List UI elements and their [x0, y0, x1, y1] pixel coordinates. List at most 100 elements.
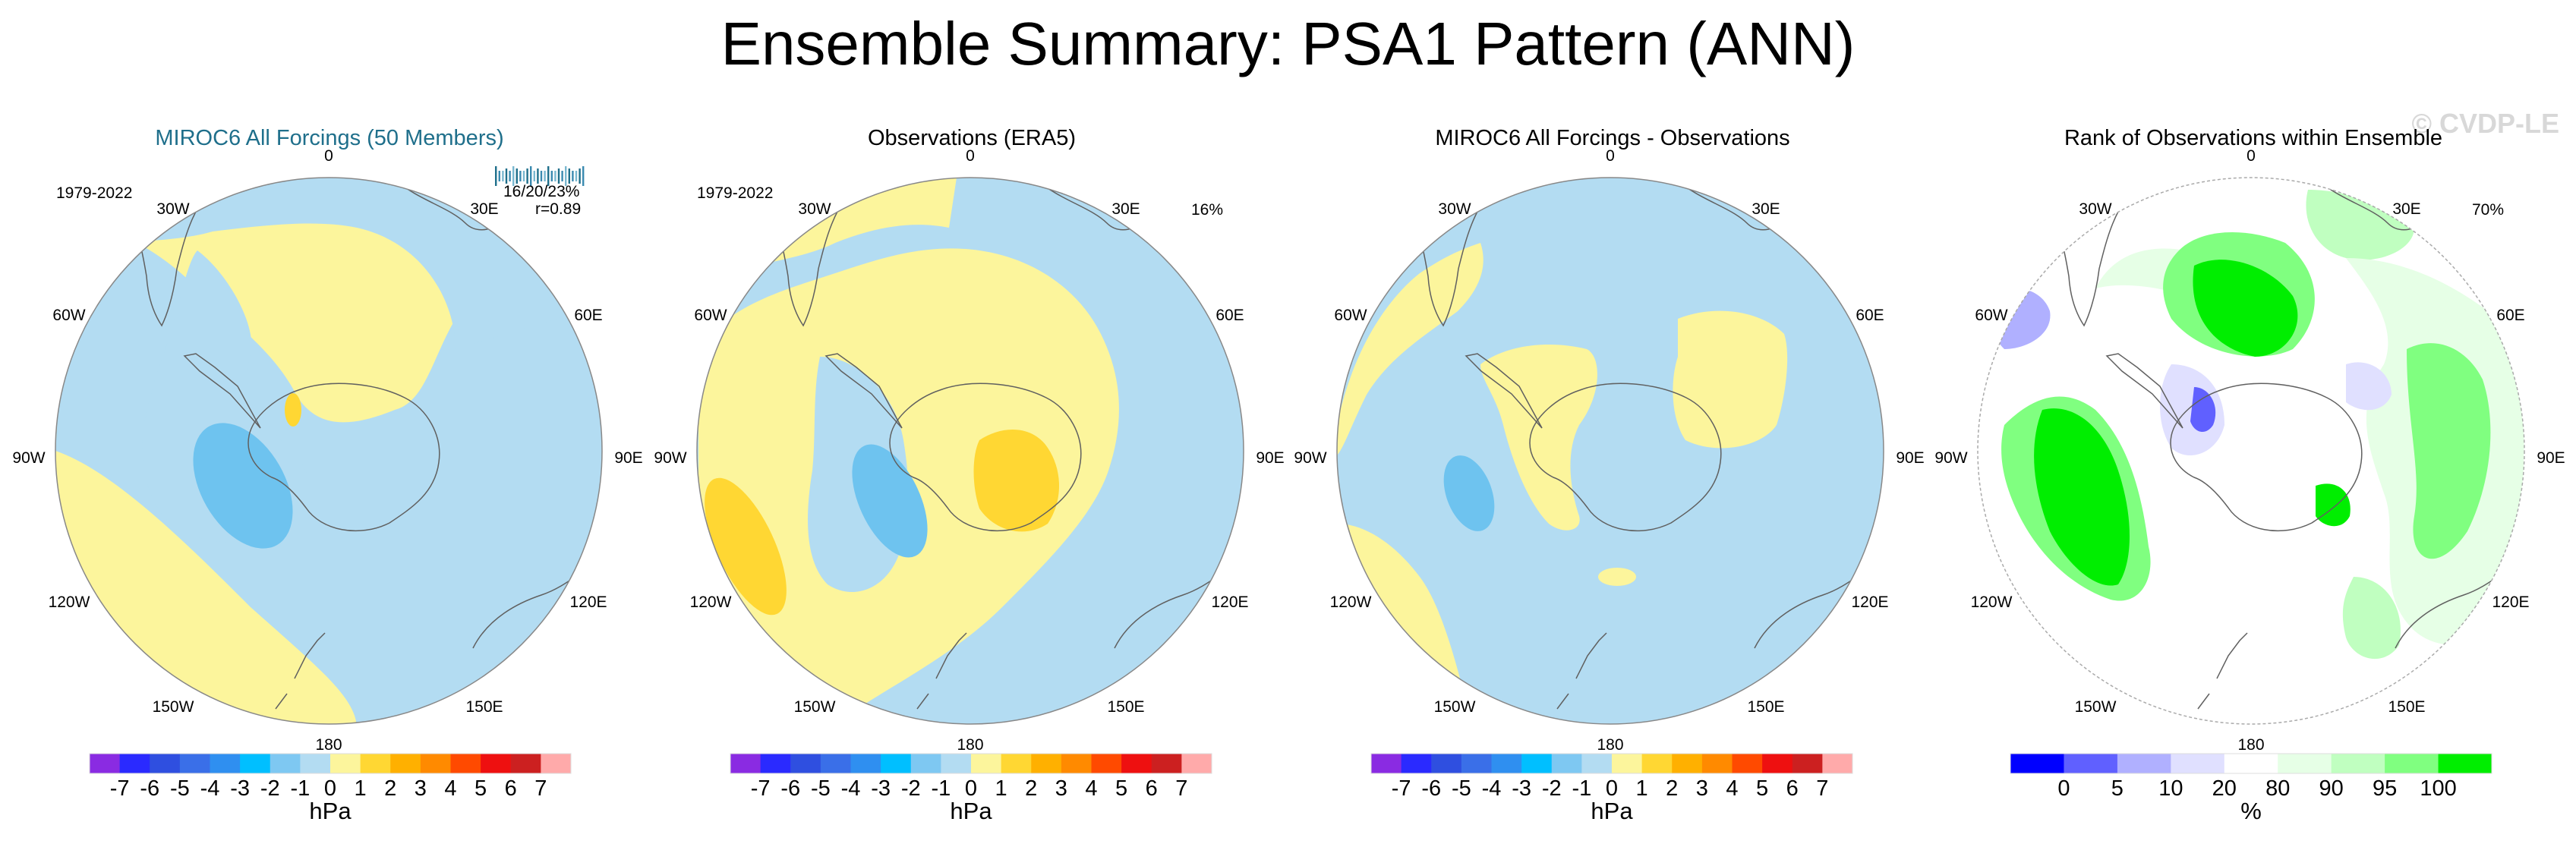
ensemble-spread-strip	[495, 166, 585, 186]
panel-2-period: 1979-2022	[697, 184, 774, 202]
panel-3-title: MIROC6 All Forcings - Observations	[1435, 126, 1790, 150]
panel-2-percent: 16%	[1191, 201, 1224, 219]
colorbar-swatch	[1581, 754, 1613, 773]
spread-tick	[582, 166, 585, 186]
panel-4-lon-label-se: 150E	[2388, 698, 2426, 716]
spread-tick	[547, 166, 550, 186]
panel-3-colorbar-label: -4	[1481, 776, 1502, 801]
colorbar-swatch	[270, 754, 301, 773]
panel-4-colorbar-label: 80	[2265, 776, 2291, 801]
spread-tick	[530, 166, 532, 186]
panel-3-lon-label-wsw: 120W	[1329, 594, 1372, 611]
colorbar-swatch	[1001, 754, 1032, 773]
panel-1-colorbar-label: -3	[230, 776, 251, 801]
colorbar-swatch	[179, 754, 210, 773]
colorbar-swatch	[1551, 754, 1582, 773]
panel-3-colorbar-label: 4	[1726, 776, 1739, 801]
panel-3-border	[1336, 177, 1884, 725]
colorbar-swatch	[1521, 754, 1553, 773]
colorbar-swatch	[2331, 754, 2385, 773]
spread-tick	[568, 168, 570, 184]
panel-3-lon-label-nw: 30W	[1438, 200, 1471, 218]
panel-2-lon-label-ese: 120E	[1211, 594, 1249, 611]
colorbar-swatch	[2224, 754, 2278, 773]
colorbar-swatch	[1612, 754, 1643, 773]
panel-3-colorbar-label: -7	[1391, 776, 1411, 801]
panel-4-colorbar-label: 100	[2420, 776, 2457, 801]
panel-1-colorbar-label: -7	[109, 776, 130, 801]
spread-tick	[561, 171, 563, 181]
panel-1-lon-label-sw: 150W	[152, 698, 194, 716]
panel-2-lon-label-se: 150E	[1107, 698, 1145, 716]
colorbar-swatch	[119, 754, 150, 773]
panel-2-lon-label-e: 90E	[1256, 449, 1285, 467]
panel-4-lon-label-wsw: 120W	[1970, 594, 2013, 611]
panel-1-colorbar-label: 0	[323, 776, 337, 801]
panel-4-title: Rank of Observations within Ensemble	[2064, 126, 2443, 150]
colorbar-outline	[89, 753, 572, 774]
spread-tick	[572, 171, 574, 181]
panel-1-lon-label-nw: 30W	[156, 200, 190, 218]
colorbar-swatch	[910, 754, 941, 773]
panel-4-map	[1978, 178, 2524, 724]
colorbar-swatch	[2438, 754, 2492, 773]
panel-2-colorbar-label: -5	[810, 776, 831, 801]
spread-tick	[550, 171, 553, 181]
colorbar-swatch	[300, 754, 331, 773]
spread-tick	[540, 171, 543, 181]
spread-tick	[522, 171, 525, 181]
colorbar-swatch	[820, 754, 851, 773]
panel-4-lon-label-wnw: 60W	[1975, 307, 2008, 324]
panel-4-lon-label-s: 180	[2237, 736, 2265, 754]
panel-4-lon-label-sw: 150W	[2074, 698, 2117, 716]
panel-3-lon-label-n: 0	[1606, 147, 1615, 165]
panel-2-colorbar-label: 4	[1085, 776, 1098, 801]
colorbar-swatch	[210, 754, 241, 773]
panel-3-lon-label-ese: 120E	[1851, 594, 1889, 611]
panel-3-lon-label-e: 90E	[1896, 449, 1925, 467]
panel-2-colorbar-label: -4	[840, 776, 861, 801]
panel-1-colorbar-label: 2	[384, 776, 397, 801]
colorbar-swatch	[1732, 754, 1763, 773]
panel-2-colorbar-label: 6	[1145, 776, 1158, 801]
colorbar-swatch	[881, 754, 912, 773]
colorbar-swatch	[1371, 754, 1402, 773]
colorbar-swatch	[1701, 754, 1733, 773]
panel-3-colorbar-label: 6	[1786, 776, 1799, 801]
panel-4-lon-label-ne: 30E	[2392, 200, 2421, 218]
panel-1-border	[55, 177, 603, 725]
panel-1-colorbar-label: 4	[444, 776, 457, 801]
panel-1-period: 1979-2022	[56, 184, 133, 202]
colorbar-swatch	[420, 754, 451, 773]
colorbar-swatch	[2010, 754, 2064, 773]
panel-1-colorbar-label: 1	[354, 776, 367, 801]
spread-tick	[509, 171, 511, 181]
panel-2-colorbar-label: 0	[964, 776, 978, 801]
panel-1-lon-label-e: 90E	[614, 449, 643, 467]
colorbar-swatch	[1181, 754, 1212, 773]
colorbar-swatch	[2117, 754, 2171, 773]
colorbar-swatch	[1672, 754, 1703, 773]
panel-4-colorbar	[2010, 753, 2492, 774]
panel-1-title: MIROC6 All Forcings (50 Members)	[155, 126, 504, 150]
panel-2-lon-label-sw: 150W	[793, 698, 836, 716]
colorbar-swatch	[1121, 754, 1152, 773]
colorbar-swatch	[510, 754, 541, 773]
spread-tick	[516, 168, 518, 184]
panel-2-map	[697, 178, 1244, 724]
panel-1-colorbar-label: 5	[475, 776, 487, 801]
panel-4-lon-label-ene: 60E	[2496, 307, 2525, 324]
panel-3-colorbar-label: -5	[1451, 776, 1471, 801]
panel-1-map	[55, 178, 602, 724]
colorbar-swatch	[971, 754, 1002, 773]
spread-tick	[557, 168, 560, 184]
panel-2-lon-label-wnw: 60W	[694, 307, 727, 324]
panel-3-colorbar-label: 5	[1756, 776, 1769, 801]
panel-1-lon-label-ne: 30E	[470, 200, 499, 218]
panel-1-colorbar	[89, 753, 572, 774]
panel-3-lon-label-wnw: 60W	[1334, 307, 1367, 324]
panel-4-colorbar-label: 20	[2212, 776, 2237, 801]
spread-tick	[544, 171, 546, 181]
panel-1-lon-label-ene: 60E	[574, 307, 603, 324]
panel-1-stat-correlation: r=0.89	[535, 200, 582, 218]
